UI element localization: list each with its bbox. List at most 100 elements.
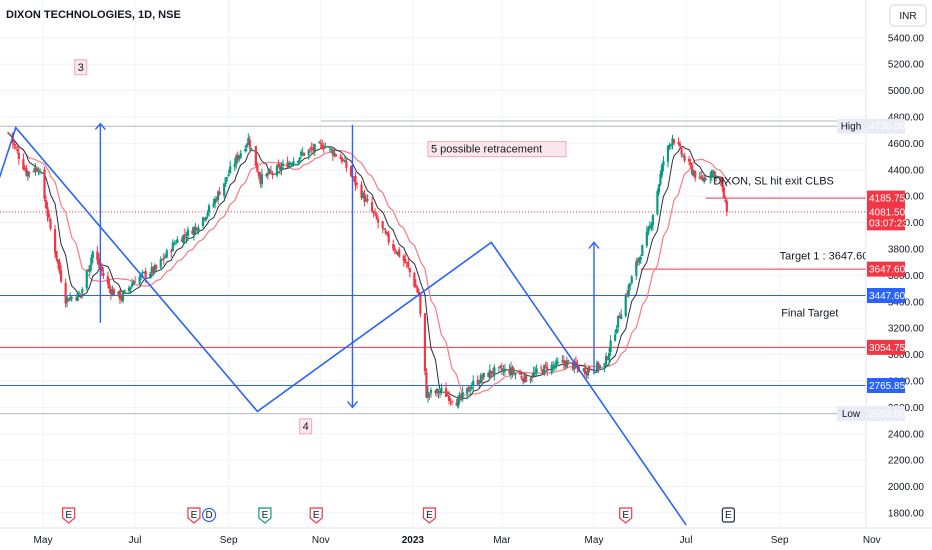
candle-body [657, 184, 661, 193]
chart-title: DIXON TECHNOLOGIES, 1D, NSE [6, 9, 181, 21]
candle-body [478, 382, 481, 385]
candle-body [680, 147, 683, 155]
side-tag-low [837, 406, 865, 422]
candle-body [78, 293, 81, 295]
candle-body [268, 169, 271, 174]
candle-body [102, 273, 105, 276]
candle-body [719, 177, 722, 182]
y-tick-label: 4800.00 [888, 113, 925, 124]
candle-body [683, 156, 686, 161]
candle-body [692, 172, 695, 175]
price-tag-low [867, 406, 905, 422]
candle-body [488, 369, 491, 378]
candle-body [585, 372, 588, 375]
candle-body [457, 398, 460, 408]
candle-body [724, 200, 727, 202]
candle-body [681, 155, 685, 157]
candle-body [603, 363, 606, 367]
candle-body [7, 132, 10, 134]
candle-body [277, 164, 280, 167]
moving-average-line [7, 132, 728, 396]
candle-body [561, 360, 564, 362]
side-tag-high [837, 118, 865, 134]
event-marker-label: E [313, 510, 320, 521]
candle-body [688, 158, 691, 162]
horizontal-levels [0, 125, 866, 415]
candle-body [183, 234, 187, 236]
candle-body [108, 284, 111, 289]
candle-body [407, 262, 410, 267]
candle-body [67, 298, 70, 302]
candle-body [292, 161, 295, 166]
price-tag-high [867, 118, 905, 134]
candle-body [55, 251, 58, 260]
candle-body [466, 387, 469, 394]
candle-body [81, 289, 84, 294]
candle-body [582, 368, 585, 371]
candle-body [586, 368, 590, 376]
candle-body [303, 152, 306, 156]
candle-body [235, 155, 238, 165]
candle-body [550, 364, 553, 373]
y-tick-label: 4400.00 [888, 165, 925, 176]
candle-body [354, 175, 357, 186]
candle-body [689, 162, 692, 166]
x-tick-label: Nov [863, 535, 881, 546]
candle-body [46, 207, 49, 216]
candle-body [630, 276, 633, 284]
event-marker-label: E [426, 510, 433, 521]
candle-body [398, 249, 401, 257]
candle-body [508, 369, 511, 374]
candle-body [493, 367, 496, 376]
candle-body [521, 378, 525, 382]
candle-body [648, 226, 651, 228]
candle-body [26, 171, 30, 177]
candle-body [143, 272, 146, 274]
countdown-label: 03:07:23 [869, 218, 908, 229]
candle-body [414, 284, 417, 288]
x-tick-label: Sep [220, 535, 238, 546]
y-tick-label: 5000.00 [888, 86, 925, 97]
candle-body [635, 261, 638, 276]
candle-body [532, 372, 535, 377]
candle-body [22, 159, 25, 170]
x-tick-label: Nov [312, 535, 330, 546]
candle-body [395, 251, 398, 254]
earnings-marker-icon [309, 507, 323, 524]
candle-body [318, 142, 321, 144]
candle-body [132, 282, 135, 285]
candle-body [416, 287, 419, 293]
candle-body [133, 281, 137, 283]
candle-body [144, 271, 147, 278]
candle-body [32, 170, 36, 172]
candle-body [118, 290, 122, 300]
candle-body [236, 154, 239, 160]
arrow-head [346, 400, 359, 409]
x-axis[interactable]: May Jul Sep Nov 2023 Mar May Jul Sep Nov [0, 527, 932, 546]
candle-body [227, 174, 230, 177]
candle-body [123, 290, 126, 293]
candle-body [271, 172, 274, 174]
currency-button[interactable]: INR [889, 4, 927, 27]
candle-body [543, 365, 546, 375]
candle-body [322, 147, 325, 149]
candle-body [651, 215, 654, 226]
candle-body [333, 152, 336, 156]
y-tick-label: 2200.00 [888, 456, 925, 467]
candle-body [76, 292, 79, 301]
arrow-head [588, 241, 600, 249]
y-tick-label: 3400.00 [888, 297, 925, 308]
candle-body [229, 166, 232, 174]
candle-body [386, 232, 389, 235]
candle-body [408, 268, 411, 273]
event-marker-label: E [622, 510, 629, 521]
candle-body [419, 293, 422, 314]
x-tick-label: 2023 [402, 535, 425, 546]
candle-body [173, 243, 176, 245]
candle-body [319, 143, 322, 145]
candle-body [396, 251, 399, 255]
candle-body [245, 144, 248, 148]
